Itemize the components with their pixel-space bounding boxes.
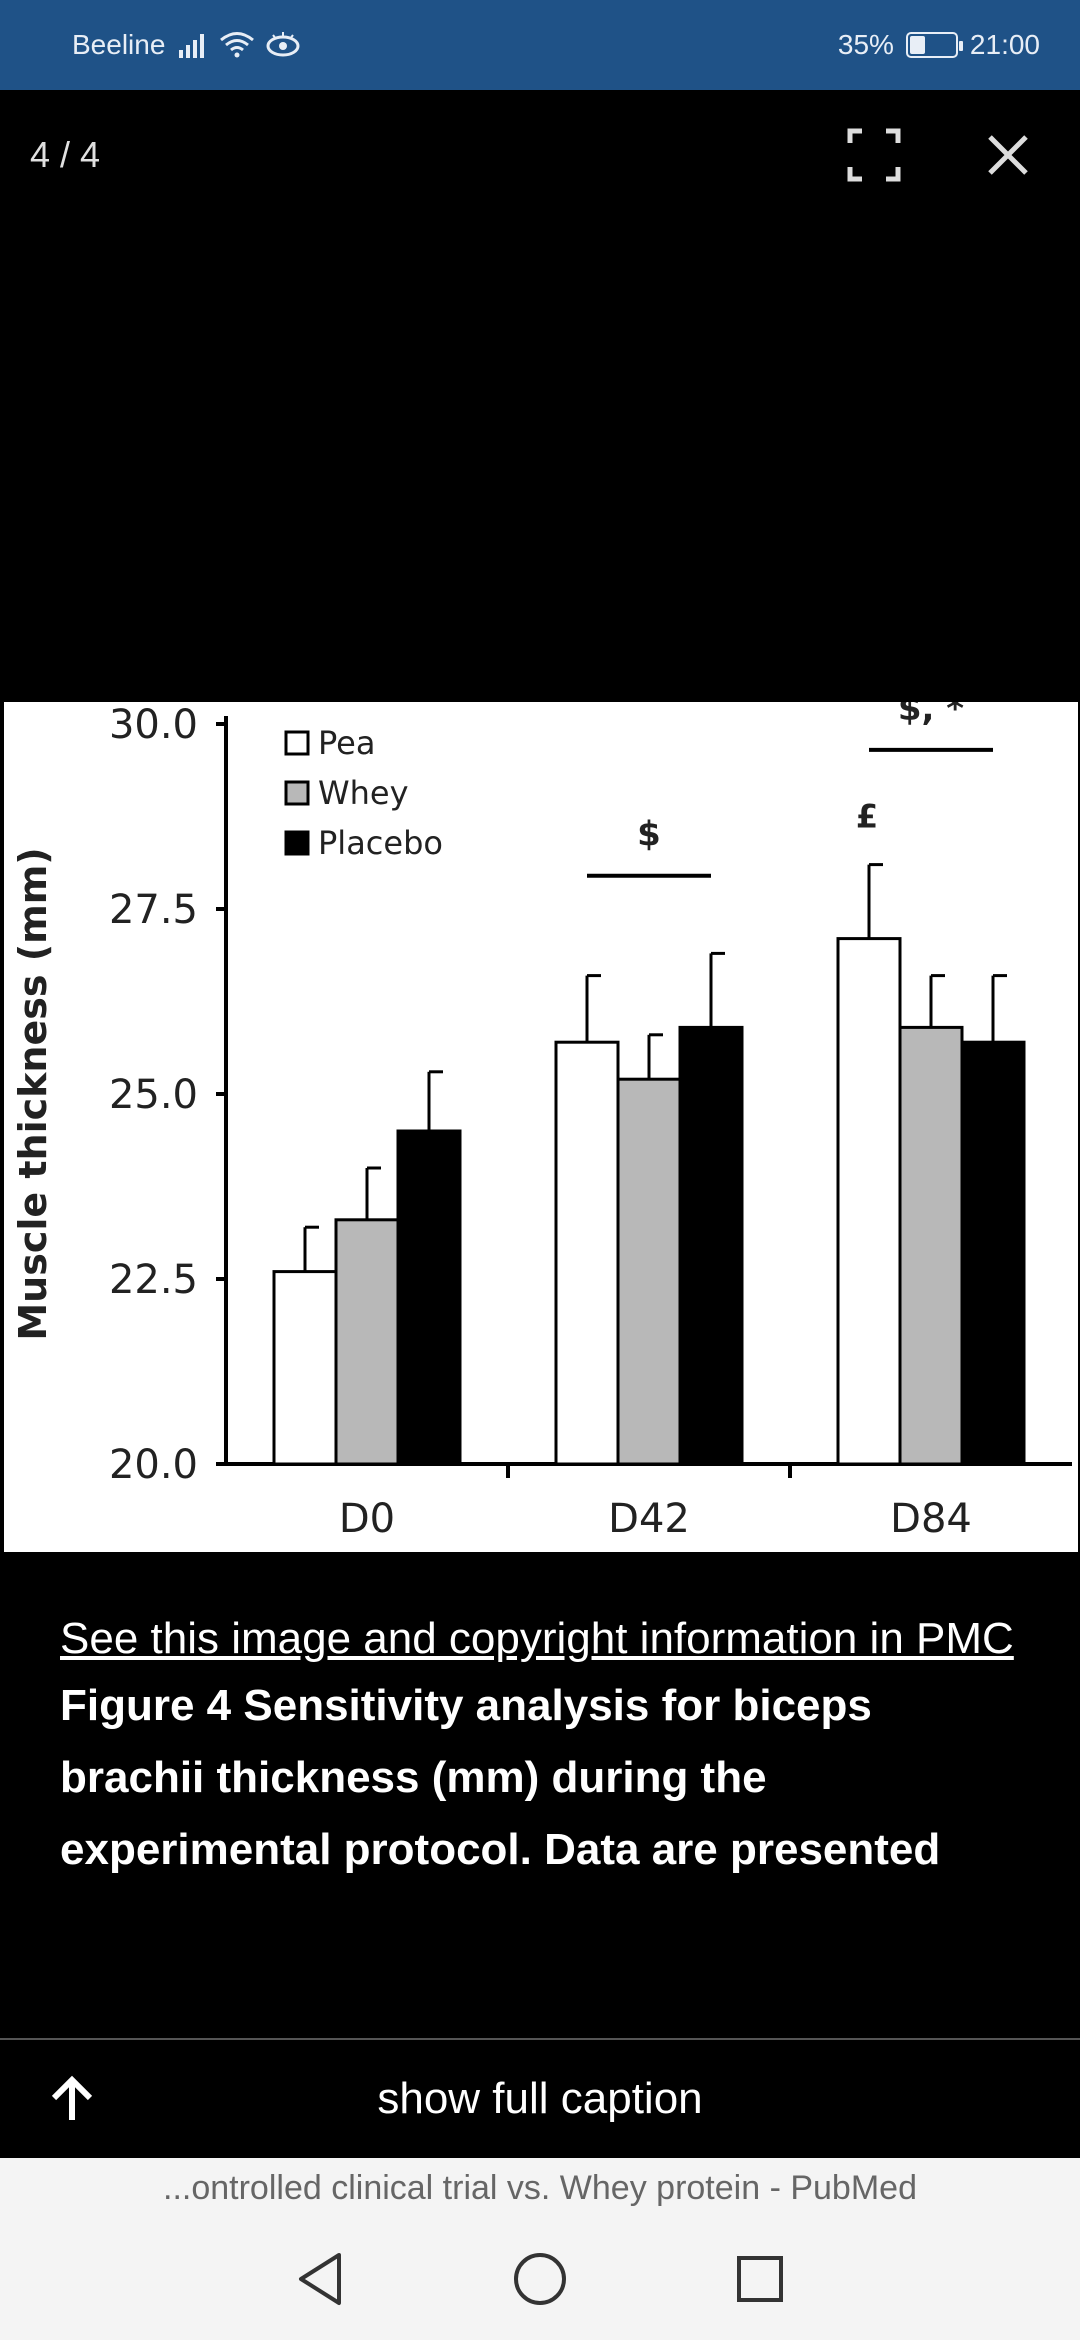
bar-placebo-d42 bbox=[678, 1025, 744, 1466]
home-button[interactable] bbox=[505, 2244, 575, 2314]
signal-icon bbox=[179, 34, 205, 58]
page-title-bar: ...ontrolled clinical trial vs. Whey pro… bbox=[0, 2158, 1080, 2218]
arrow-up-icon bbox=[51, 2075, 93, 2120]
bar-placebo-d84 bbox=[960, 1040, 1026, 1466]
annotation: £ bbox=[856, 798, 878, 836]
y-tick-label: 30.0 bbox=[109, 702, 198, 748]
legend-swatch-pea bbox=[284, 730, 310, 756]
annotation: $, * bbox=[898, 702, 964, 729]
x-tick-label: D42 bbox=[608, 1496, 690, 1542]
copyright-link[interactable]: See this image and copyright information… bbox=[60, 1614, 1014, 1663]
show-full-caption-button[interactable]: show full caption bbox=[0, 2038, 1080, 2158]
legend-label-pea: Pea bbox=[318, 724, 375, 762]
viewer-header: 4 / 4 bbox=[0, 90, 1080, 220]
back-icon bbox=[299, 2253, 341, 2305]
bar-whey-d84 bbox=[898, 1025, 964, 1466]
status-bar: Beeline 35% 21:00 bbox=[0, 0, 1080, 90]
bar-pea-d84 bbox=[836, 937, 902, 1466]
bar-whey-d42 bbox=[616, 1077, 682, 1466]
legend-swatch-placebo bbox=[284, 830, 310, 856]
fullscreen-button[interactable] bbox=[842, 123, 906, 187]
fullscreen-icon bbox=[847, 128, 901, 182]
eye-icon bbox=[266, 32, 300, 57]
wifi-icon bbox=[220, 32, 255, 58]
bar-whey-d0 bbox=[334, 1218, 400, 1466]
bar-placebo-d0 bbox=[396, 1129, 462, 1466]
x-tick-label: D0 bbox=[339, 1496, 395, 1542]
back-button[interactable] bbox=[285, 2244, 355, 2314]
page-title: ...ontrolled clinical trial vs. Whey pro… bbox=[163, 2168, 917, 2207]
y-tick-label: 27.5 bbox=[109, 887, 198, 933]
show-full-caption-label: show full caption bbox=[377, 2074, 703, 2123]
home-icon bbox=[514, 2253, 566, 2305]
legend-label-whey: Whey bbox=[318, 774, 409, 812]
y-axis-label: Muscle thickness (mm) bbox=[11, 847, 55, 1340]
system-nav-bar bbox=[0, 2218, 1080, 2340]
bar-pea-d0 bbox=[272, 1270, 338, 1466]
x-tick-label: D84 bbox=[890, 1496, 972, 1542]
battery-percent: 35% bbox=[837, 29, 894, 60]
battery-icon bbox=[905, 32, 963, 58]
legend-label-placebo: Placebo bbox=[318, 824, 443, 862]
figure-image[interactable]: 20.0 22.5 25.0 27.5 30.0 Muscle thickness (mm… bbox=[4, 702, 1078, 1552]
recents-icon bbox=[737, 2256, 783, 2302]
annotation: $ bbox=[637, 815, 661, 855]
caption-area: See this image and copyright information… bbox=[60, 1610, 1020, 1900]
y-tick-label: 25.0 bbox=[109, 1072, 198, 1118]
close-icon bbox=[988, 135, 1028, 175]
image-counter: 4 / 4 bbox=[30, 134, 101, 175]
carrier-label: Beeline bbox=[72, 29, 166, 60]
recents-button[interactable] bbox=[725, 2244, 795, 2314]
clock: 21:00 bbox=[969, 29, 1040, 60]
bar-pea-d42 bbox=[554, 1040, 620, 1466]
y-tick-label: 20.0 bbox=[109, 1442, 198, 1488]
y-tick-label: 22.5 bbox=[109, 1257, 198, 1303]
figure-caption: Figure 4 Sensitivity analysis for biceps… bbox=[60, 1681, 941, 1874]
close-button[interactable] bbox=[976, 123, 1040, 187]
legend-swatch-whey bbox=[284, 780, 310, 806]
bar-chart: 20.0 22.5 25.0 27.5 30.0 Muscle thickness (mm… bbox=[11, 702, 1072, 1542]
